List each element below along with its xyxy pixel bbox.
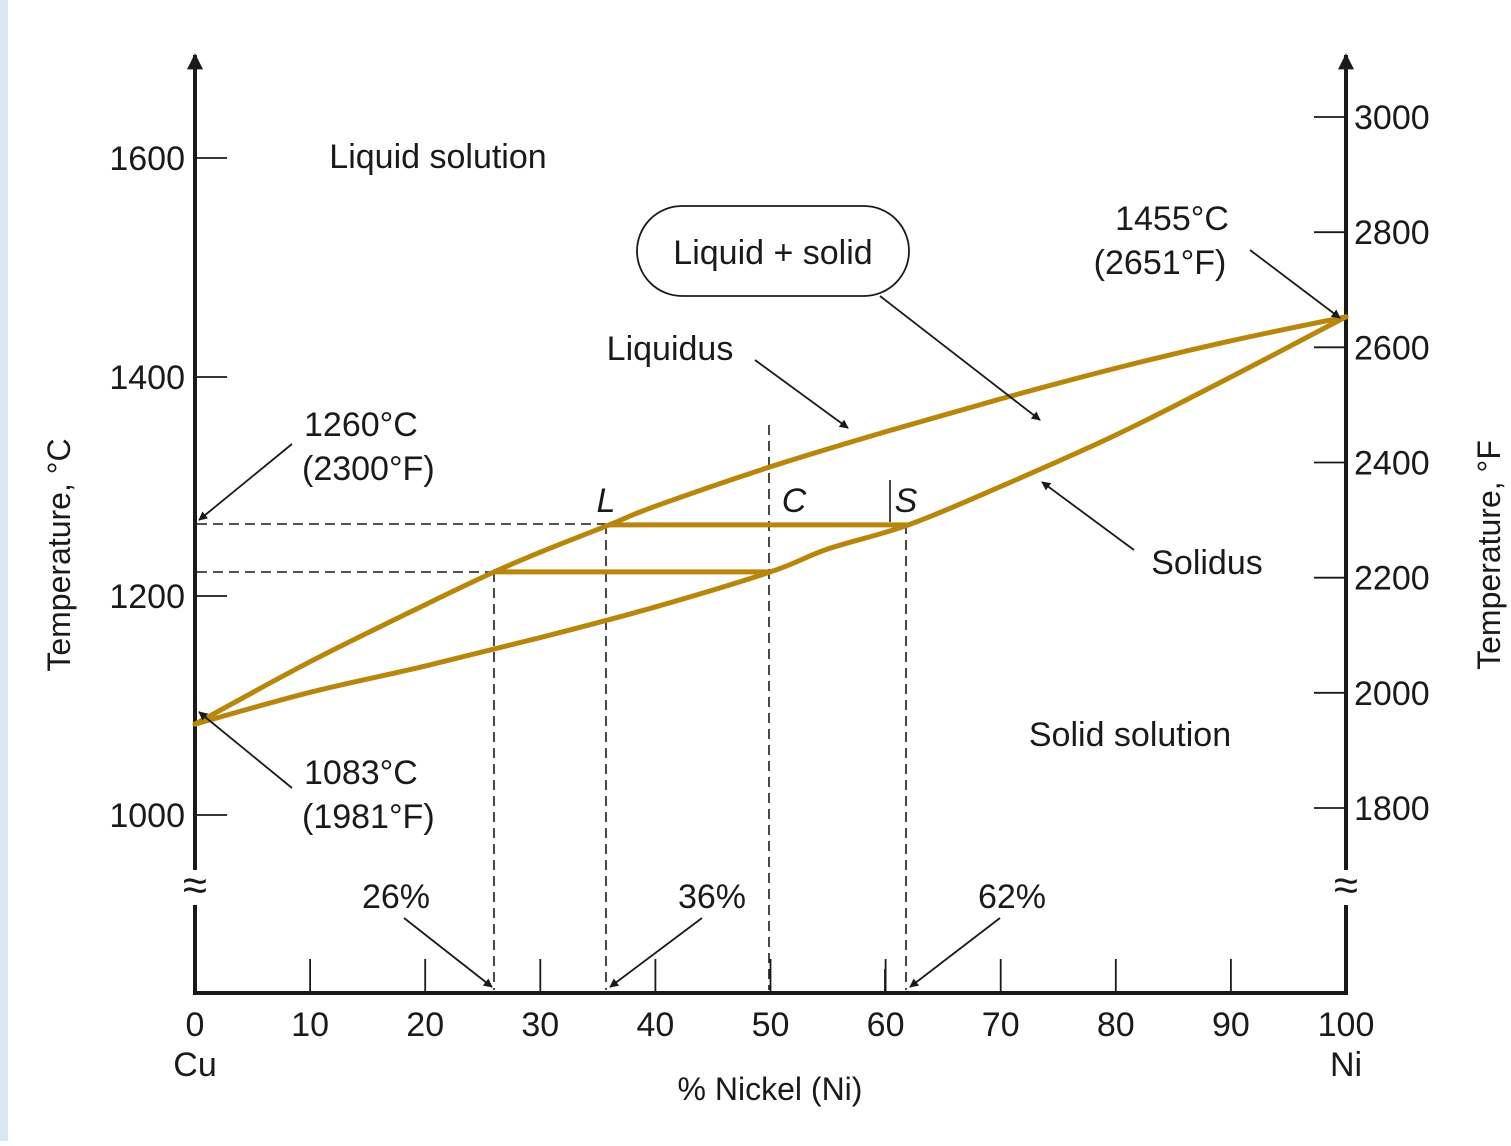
annotation-1083-f: (1981°F) [302, 798, 435, 836]
point-label-s: S [895, 482, 918, 520]
right-y-tick-label: 1800 [1354, 790, 1430, 828]
annotation-1260-c: 1260°C [304, 406, 418, 444]
arrow-1260 [198, 443, 293, 521]
right-y-axis-title: Temperature, °F [1471, 440, 1507, 670]
tie-lines [491, 522, 912, 575]
leader-arrows [198, 249, 1341, 988]
solidus-curve [192, 314, 1349, 727]
composition-label-26: 26% [362, 878, 430, 916]
region-label-two-phase: Liquid + solid [673, 234, 872, 272]
dashed-guides [197, 425, 907, 990]
annotation-1083-c: 1083°C [304, 754, 418, 792]
liquidus-curve [192, 314, 1349, 727]
arrow-two-phase [879, 295, 1041, 421]
point-label-c: C [782, 482, 807, 520]
right-y-axis-ticks: 1800 2000 2200 2400 2600 2800 3000 [1314, 99, 1430, 828]
point-label-l: L [597, 482, 616, 520]
x-tick-label: 80 [1097, 1006, 1135, 1044]
composition-label-62: 62% [978, 878, 1046, 916]
right-y-tick-label: 2000 [1354, 675, 1430, 713]
x-tick-label: 30 [521, 1006, 559, 1044]
arrow-liquidus [754, 359, 849, 429]
x-tick-label: 100 [1318, 1006, 1375, 1044]
curve-label-liquidus: Liquidus [607, 330, 734, 368]
region-label-two-phase-box [636, 205, 910, 297]
right-y-tick-label: 2600 [1354, 329, 1430, 367]
right-y-tick-label: 2400 [1354, 445, 1430, 483]
left-y-axis-title: Temperature, °C [41, 438, 77, 671]
left-y-tick-label: 1400 [109, 359, 185, 397]
left-axis-break: ≈ [183, 861, 207, 910]
right-y-tick-label: 2800 [1354, 214, 1430, 252]
annotation-1455-f: (2651°F) [1094, 244, 1227, 282]
x-tick-label: 40 [636, 1006, 674, 1044]
right-y-tick-label: 2200 [1354, 560, 1430, 598]
left-y-tick-label: 1200 [109, 578, 185, 616]
x-axis-title: % Nickel (Ni) [678, 1071, 863, 1107]
annotation-1455-c: 1455°C [1115, 200, 1229, 238]
left-y-tick-label: 1000 [109, 797, 185, 835]
phase-boundaries [192, 314, 1349, 727]
x-tick-label: 10 [291, 1006, 329, 1044]
arrow-1455 [1249, 249, 1341, 319]
x-tick-label: 90 [1212, 1006, 1250, 1044]
annotation-1260-f: (2300°F) [302, 450, 435, 488]
x-tick-label: 70 [982, 1006, 1020, 1044]
region-label-liquid: Liquid solution [329, 138, 546, 176]
left-y-axis-ticks: 1000 1200 1400 1600 [109, 140, 227, 835]
composition-label-36: 36% [678, 878, 746, 916]
arrow-62 [909, 917, 1001, 988]
x-tick-label: 50 [752, 1006, 790, 1044]
arrow-36 [609, 917, 703, 988]
x-tick-label: 60 [867, 1006, 905, 1044]
x-tick-label: 0 [186, 1006, 205, 1044]
x-axis-left-end-label: Cu [173, 1046, 216, 1084]
arrow-26 [403, 917, 493, 988]
x-tick-label: 20 [406, 1006, 444, 1044]
curve-label-solidus: Solidus [1151, 544, 1263, 582]
arrow-1083 [198, 711, 293, 789]
page-edge [0, 0, 8, 1141]
region-label-solid: Solid solution [1029, 716, 1231, 754]
x-axis-ticks: 0 10 20 30 40 50 60 70 80 90 100 [186, 959, 1375, 1044]
left-y-tick-label: 1600 [109, 140, 185, 178]
arrow-solidus [1041, 481, 1135, 551]
x-axis-right-end-label: Ni [1330, 1046, 1362, 1084]
right-axis-break: ≈ [1334, 861, 1358, 910]
right-y-tick-label: 3000 [1354, 99, 1430, 137]
